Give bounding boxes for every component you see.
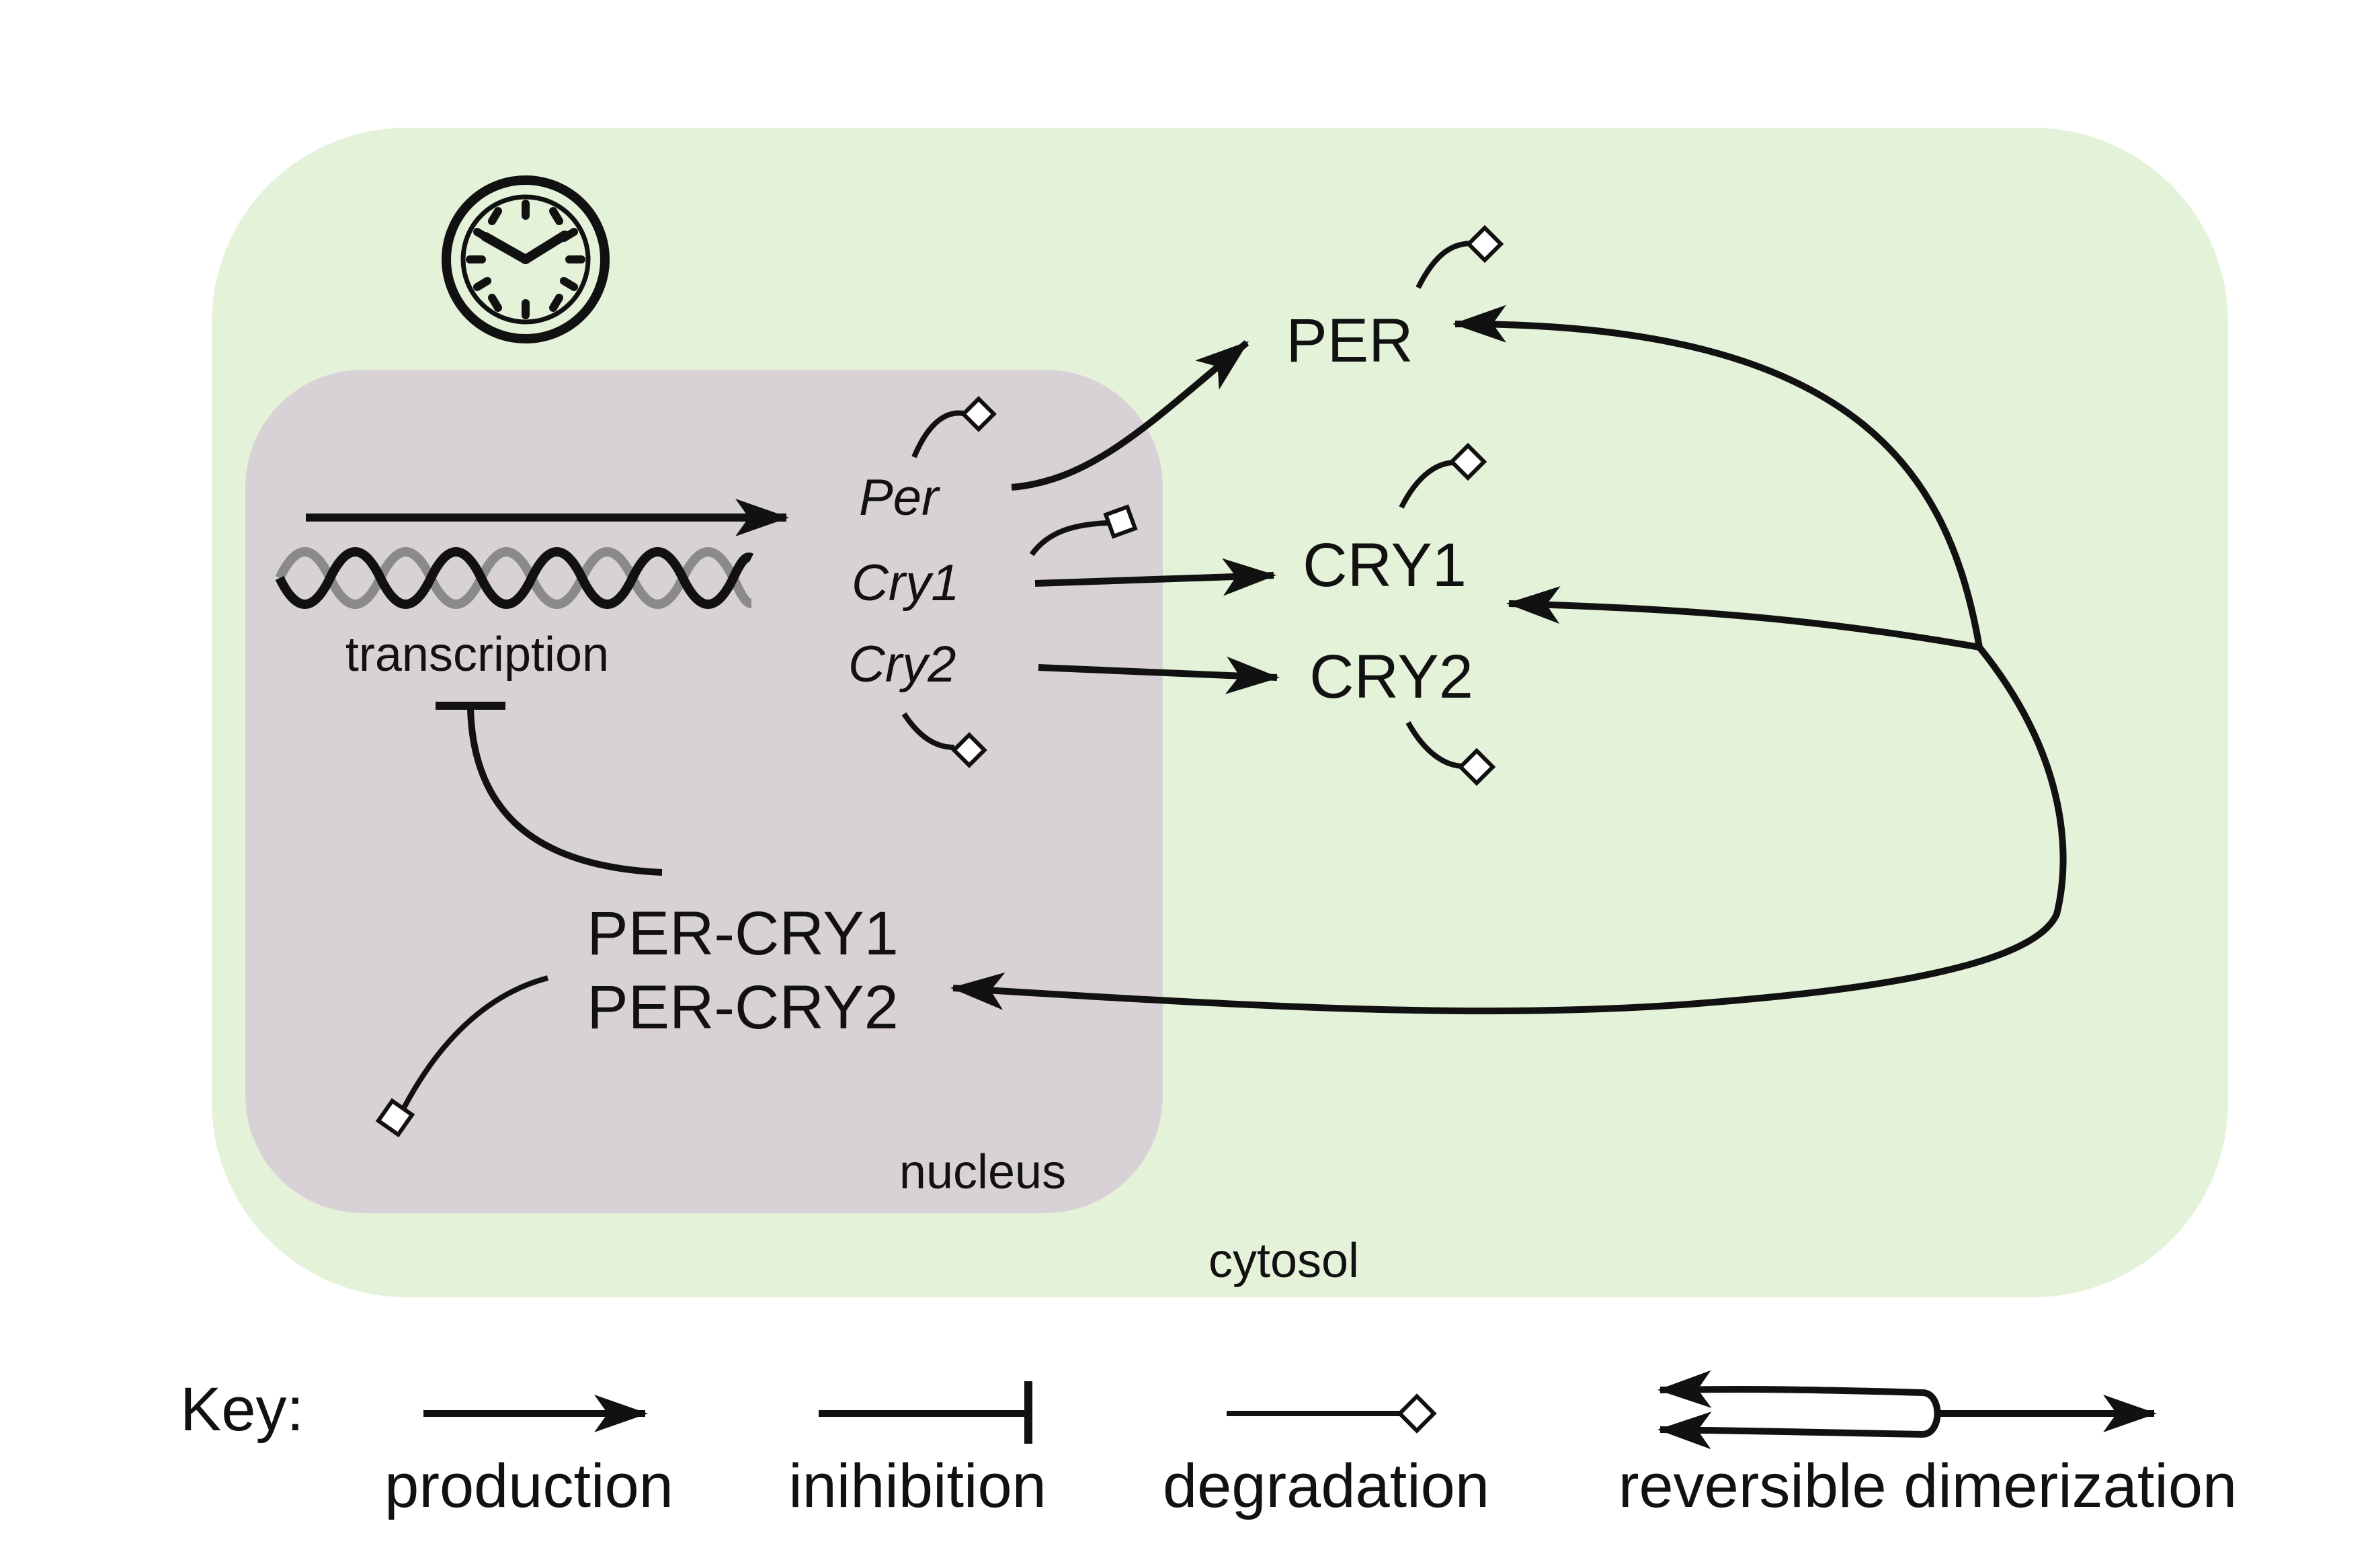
nucleus-compartment bbox=[245, 370, 1163, 1213]
cry1-protein-degradation bbox=[1399, 442, 1487, 509]
gene-cry1: Cry1 bbox=[852, 555, 959, 612]
cry2-protein-degradation bbox=[1405, 721, 1496, 786]
cry1-production-arrow bbox=[1034, 558, 1276, 596]
key-reversible-dimerization-label: reversible dimerization bbox=[1618, 1452, 2237, 1520]
inhibition-arrow bbox=[467, 708, 663, 876]
cytosol-label: cytosol bbox=[1208, 1234, 1359, 1288]
protein-per: PER bbox=[1286, 306, 1413, 375]
clock-icon bbox=[442, 175, 610, 343]
per-protein-degradation bbox=[1415, 224, 1504, 289]
key-inhibition-symbol bbox=[819, 1381, 1032, 1444]
key-inhibition-label: inihibition bbox=[788, 1452, 1047, 1520]
dimerization-loop bbox=[950, 304, 2067, 1015]
key-title: Key: bbox=[180, 1375, 304, 1444]
protein-cry1: CRY1 bbox=[1303, 531, 1467, 600]
per-mrna-degradation bbox=[911, 396, 997, 458]
transcription-label: transcription bbox=[345, 628, 609, 682]
key-degradation-label: degradation bbox=[1163, 1452, 1489, 1520]
per-production-arrow bbox=[1011, 340, 1249, 491]
protein-cry2: CRY2 bbox=[1309, 643, 1473, 711]
complex-degradation bbox=[375, 975, 549, 1138]
key-reversible-dimerization-symbol bbox=[1657, 1370, 2157, 1450]
complex-per-cry1: PER-CRY1 bbox=[587, 899, 899, 968]
key-production-label: production bbox=[384, 1452, 673, 1520]
key-degradation-symbol bbox=[1227, 1393, 1437, 1434]
key-legend: Key: production inihibition degradation … bbox=[180, 1370, 2237, 1520]
complex-per-cry2: PER-CRY2 bbox=[587, 973, 899, 1042]
dna-helix-icon bbox=[275, 547, 754, 609]
nucleus-label: nucleus bbox=[899, 1145, 1066, 1199]
gene-per: Per bbox=[859, 469, 940, 526]
gene-cry2: Cry2 bbox=[848, 636, 956, 693]
cry2-mrna-degradation bbox=[901, 712, 987, 768]
cry1-mrna-degradation bbox=[1029, 504, 1138, 557]
cry2-production-arrow bbox=[1038, 656, 1280, 694]
